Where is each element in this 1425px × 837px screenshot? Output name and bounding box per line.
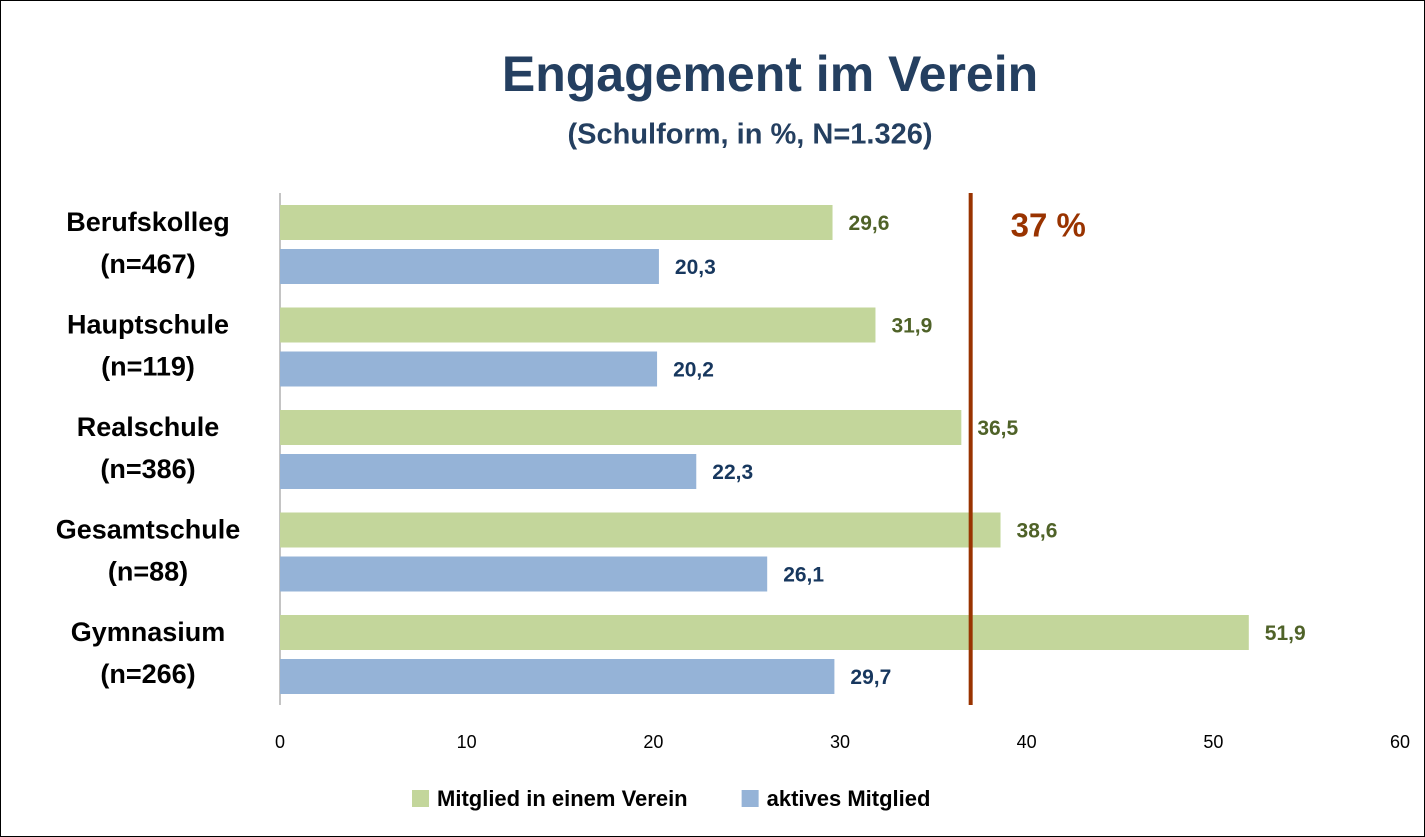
value-label: 20,2 [673, 359, 714, 382]
x-tick-label: 20 [643, 732, 663, 752]
category-label: Hauptschule [67, 310, 229, 340]
value-label: 29,6 [849, 212, 890, 235]
x-tick-label: 60 [1390, 732, 1410, 752]
value-label: 20,3 [675, 256, 716, 279]
category-label: Realschule [77, 412, 220, 442]
category-label: Gymnasium [71, 617, 226, 647]
x-tick-label: 50 [1203, 732, 1223, 752]
bar [280, 615, 1249, 650]
value-label: 38,6 [1017, 520, 1058, 543]
value-label: 51,9 [1265, 622, 1306, 645]
value-label: 29,7 [850, 666, 891, 689]
chart-title: Engagement im Verein [502, 46, 1038, 102]
value-label: 26,1 [783, 564, 824, 587]
bar [280, 556, 768, 592]
legend-label: aktives Mitglied [767, 786, 931, 811]
category-label: (n=88) [108, 557, 188, 587]
x-tick-label: 0 [275, 732, 285, 752]
x-tick-label: 30 [830, 732, 850, 752]
bar [280, 351, 658, 387]
x-tick-label: 40 [1017, 732, 1037, 752]
value-label: 36,5 [977, 417, 1018, 440]
bar [280, 307, 876, 343]
category-label: (n=266) [100, 659, 195, 689]
legend-swatch [412, 790, 429, 807]
value-label: 22,3 [712, 461, 753, 484]
category-label: Gesamtschule [56, 515, 241, 545]
category-label: (n=119) [101, 352, 195, 382]
reference-label: 37 % [1011, 207, 1086, 244]
bar [280, 410, 962, 445]
bar [280, 659, 835, 694]
category-label: Berufskolleg [66, 207, 230, 237]
category-label: (n=386) [100, 454, 195, 484]
bar [280, 205, 833, 240]
bar [280, 454, 697, 489]
chart-subtitle: (Schulform, in %, N=1.326) [567, 119, 932, 151]
value-label: 31,9 [891, 315, 932, 338]
category-label: (n=467) [100, 249, 195, 279]
bar [280, 512, 1001, 548]
legend-swatch [741, 790, 759, 807]
legend-label: Mitglied in einem Verein [437, 786, 688, 811]
bar [280, 249, 659, 284]
x-tick-label: 10 [457, 732, 477, 752]
